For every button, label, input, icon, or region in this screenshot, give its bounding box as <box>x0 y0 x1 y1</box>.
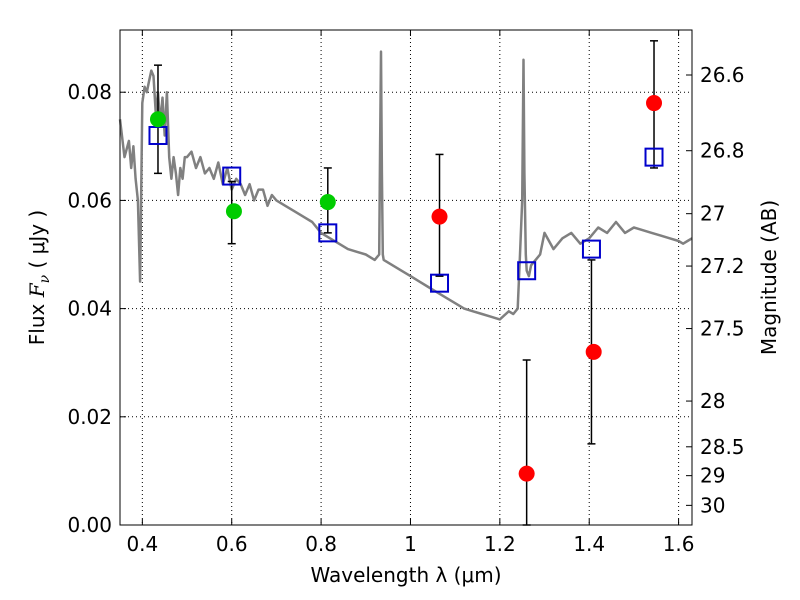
y-axis-label-subscript: ν <box>37 274 53 283</box>
green-data-point <box>225 203 242 220</box>
mag-tick-label: 27.2 <box>700 254 745 278</box>
y-tick-label: 0.02 <box>67 405 112 429</box>
red-data-point <box>518 465 535 482</box>
green-data-point <box>149 111 166 128</box>
model-photometry-square <box>430 273 450 293</box>
model-photometry-layer <box>148 125 664 293</box>
model-photometry-square <box>581 239 601 259</box>
y-axis-label-symbol: F <box>25 282 49 298</box>
model-spectrum-line <box>118 50 693 321</box>
error-bars-layer <box>153 40 659 526</box>
x-tick-label: 0.8 <box>305 532 337 556</box>
x-tick-label: 1.6 <box>663 532 695 556</box>
y-axis-label: Flux Fν ( μJy ) <box>25 210 53 345</box>
y-tick-label: 0.06 <box>67 188 112 212</box>
red-data-point <box>431 208 448 225</box>
model-spectrum-layer <box>118 50 693 321</box>
x-axis-label: Wavelength λ (μm) <box>310 563 501 587</box>
x-tick-label: 1.4 <box>573 532 605 556</box>
y-tick-label: 0.08 <box>67 80 112 104</box>
model-photometry-square <box>644 147 664 167</box>
plot-frame <box>119 29 693 526</box>
observed-points-layer <box>149 95 663 482</box>
mag-tick-label: 27.5 <box>700 317 745 341</box>
x-tick-label: 0.4 <box>126 532 158 556</box>
y-tick-label: 0.04 <box>67 297 112 321</box>
mag-tick-label: 27 <box>700 202 725 226</box>
model-photometry-square <box>318 223 338 243</box>
green-data-point <box>319 194 336 211</box>
mag-tick-label: 28.5 <box>700 435 745 459</box>
red-data-point <box>585 343 602 360</box>
mag-tick-label: 28 <box>700 389 725 413</box>
axis-ticks: 0.4 0.6 0.8 1 1.2 1.4 1.6 0.00 0.02 0.04 0.06 0.08 2… <box>67 30 745 556</box>
mag-tick-label: 26.8 <box>700 139 745 163</box>
x-tick-label: 0.6 <box>216 532 248 556</box>
mag-tick-label: 30 <box>700 493 725 517</box>
x-tick-label: 1 <box>404 532 417 556</box>
mag-tick-label: 26.6 <box>700 63 745 87</box>
y-axis-label-prefix: Flux <box>25 297 49 345</box>
mag-tick-label: 29 <box>700 464 725 488</box>
x-tick-label: 1.2 <box>484 532 516 556</box>
model-photometry-square <box>222 166 242 186</box>
y-tick-label: 0.00 <box>67 513 112 537</box>
grid-lines <box>120 30 692 526</box>
y2-axis-label: Magnitude (AB) <box>757 200 781 355</box>
model-photometry-square <box>517 261 537 281</box>
y-axis-label-suffix: ( μJy ) <box>25 210 49 275</box>
red-data-point <box>646 95 663 112</box>
